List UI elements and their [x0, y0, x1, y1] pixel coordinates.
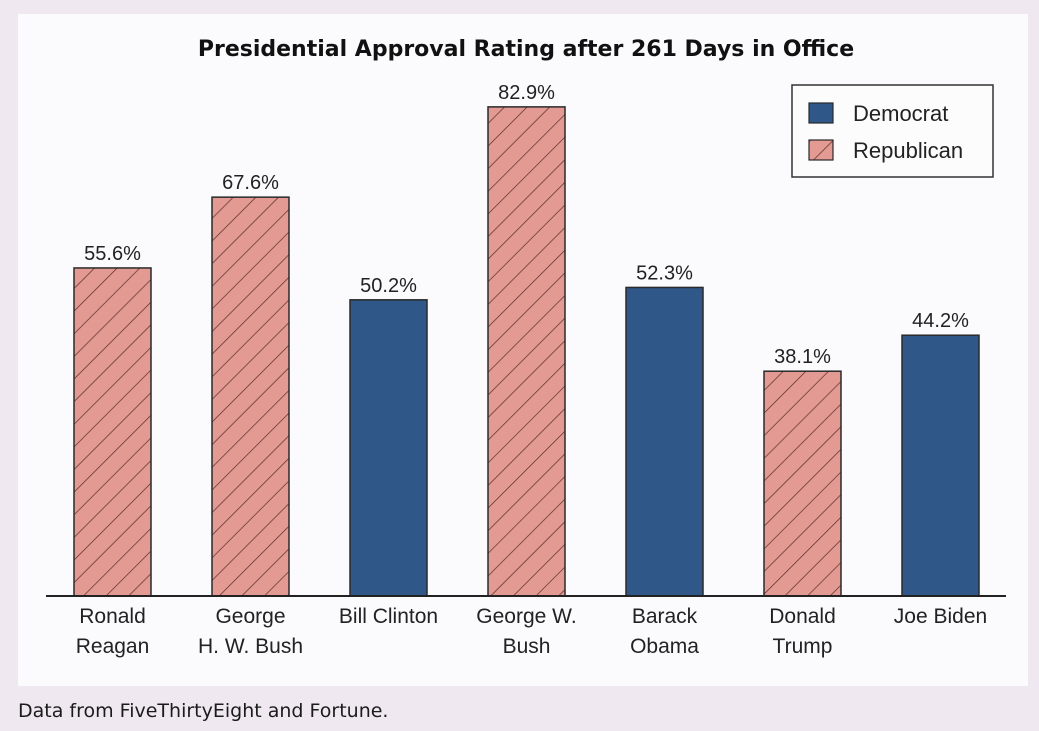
bar-chart: Presidential Approval Rating after 261 D…: [46, 37, 1006, 658]
tick-label-0: Ronald Reagan: [76, 605, 150, 658]
tick-label-1: George H. W. Bush: [198, 605, 303, 658]
tick-label-5: Donald Trump: [769, 605, 836, 658]
tick-label-4: Barack Obama: [630, 605, 699, 658]
chart-title: Presidential Approval Rating after 261 D…: [198, 37, 854, 62]
bar-0: [73, 267, 152, 597]
legend-swatch-democrat: [808, 102, 834, 124]
data-label-4: 52.3%: [636, 262, 693, 284]
data-label-6: 44.2%: [912, 310, 969, 332]
data-label-2: 50.2%: [360, 275, 417, 297]
bar-5: [763, 370, 842, 597]
bars-group: 55.6% Ronald Reagan 67.6% George H. W. Bush 50…: [73, 82, 987, 658]
legend: Democrat Republican: [791, 84, 994, 178]
data-label-5: 38.1%: [774, 346, 831, 368]
data-label-1: 67.6%: [222, 172, 279, 194]
bar-6: [901, 334, 980, 597]
data-label-3: 82.9%: [498, 82, 555, 104]
legend-swatch-republican: [808, 139, 834, 161]
legend-label-democrat: Democrat: [853, 101, 948, 126]
bar-2: [349, 299, 428, 597]
legend-box: [791, 84, 994, 178]
data-label-0: 55.6%: [84, 243, 141, 265]
tick-label-3: George W. Bush: [476, 605, 576, 658]
bar-1: [211, 196, 290, 597]
tick-label-6: Joe Biden: [894, 605, 987, 628]
tick-label-2: Bill Clinton: [339, 605, 438, 628]
source-note: Data from FiveThirtyEight and Fortune.: [18, 700, 389, 722]
bar-4: [625, 286, 704, 597]
legend-label-republican: Republican: [853, 138, 963, 163]
bar-3: [487, 106, 566, 597]
